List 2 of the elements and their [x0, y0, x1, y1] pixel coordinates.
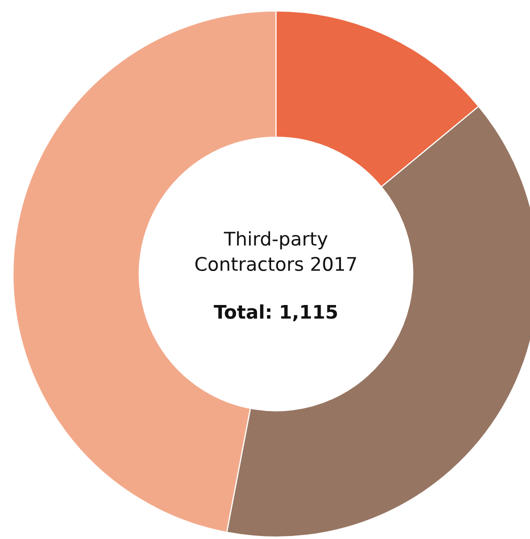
text: Third-party Contractors 2017: [195, 231, 356, 272]
text: Total: 1,115: [214, 304, 337, 322]
